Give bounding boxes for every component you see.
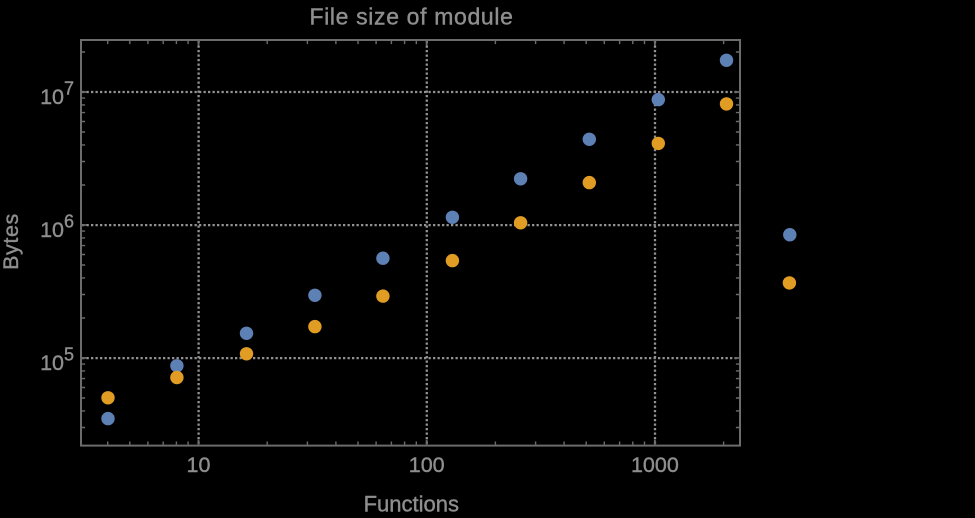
svg-text:1000: 1000 — [631, 453, 679, 477]
svg-text:10: 10 — [187, 453, 211, 477]
svg-text:105: 105 — [40, 345, 74, 375]
svg-text:File size of module: File size of module — [309, 4, 513, 30]
svg-text:100: 100 — [409, 453, 445, 477]
svg-text:Functions: Functions — [364, 492, 459, 514]
svg-text:Bytes: Bytes — [0, 213, 23, 270]
